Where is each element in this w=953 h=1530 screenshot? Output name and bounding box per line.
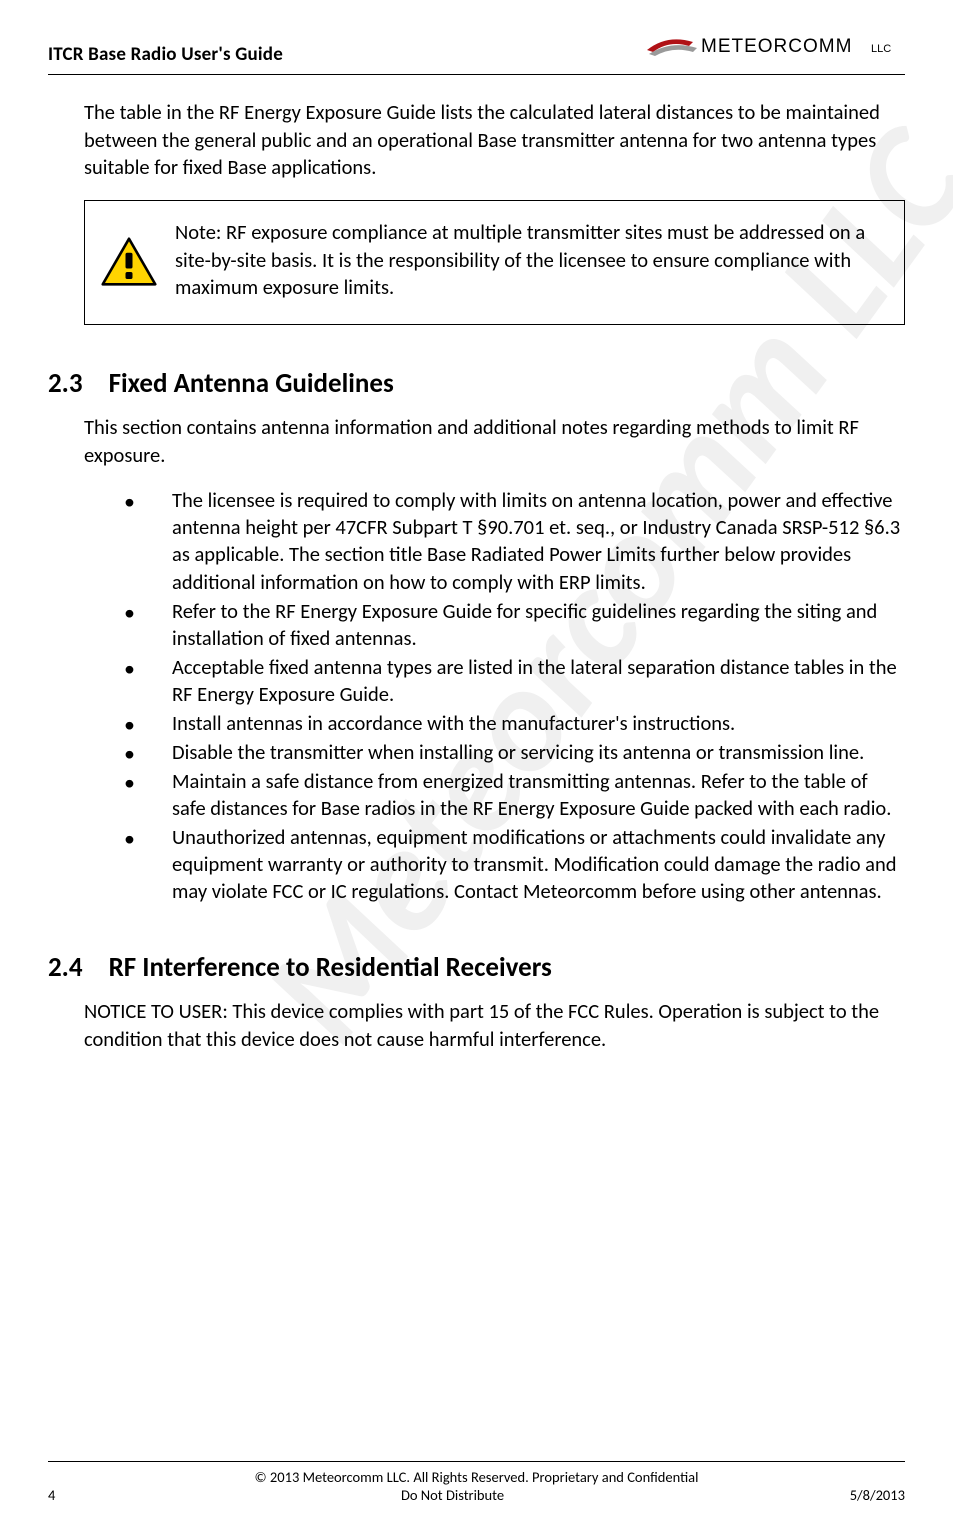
footer-page-number: 4 — [48, 1486, 55, 1504]
section-2-4-intro: NOTICE TO USER: This device complies wit… — [84, 998, 905, 1053]
note-box: Note: RF exposure compliance at multiple… — [84, 200, 905, 325]
section-title: RF Interference to Residential Receivers — [109, 951, 552, 984]
warning-icon — [101, 237, 157, 286]
section-2-3-bullets: The licensee is required to comply with … — [84, 487, 905, 905]
meteorcomm-logo: METEORCOMM LLC — [645, 28, 905, 66]
bullet-item: Unauthorized antennas, equipment modific… — [172, 824, 905, 905]
footer-date: 5/8/2013 — [850, 1486, 905, 1504]
bullet-item: Disable the transmitter when installing … — [172, 739, 905, 766]
note-text: Note: RF exposure compliance at multiple… — [175, 219, 888, 302]
bullet-item: The licensee is required to comply with … — [172, 487, 905, 595]
bullet-item: Maintain a safe distance from energized … — [172, 768, 905, 822]
footer-center: Do Not Distribute — [401, 1486, 504, 1504]
svg-text:LLC: LLC — [871, 43, 891, 55]
section-number: 2.4 — [48, 951, 83, 984]
section-2-3-heading: 2.3 Fixed Antenna Guidelines — [48, 367, 905, 400]
page-header: ITCR Base Radio User's Guide METEORCOMM … — [48, 28, 905, 75]
bullet-item: Install antennas in accordance with the … — [172, 710, 905, 737]
svg-text:METEORCOMM: METEORCOMM — [701, 36, 852, 57]
bullet-item: Refer to the RF Energy Exposure Guide fo… — [172, 598, 905, 652]
section-2-4-heading: 2.4 RF Interference to Residential Recei… — [48, 951, 905, 984]
header-title: ITCR Base Radio User's Guide — [48, 43, 283, 66]
footer-copyright: © 2013 Meteorcomm LLC. All Rights Reserv… — [48, 1468, 905, 1486]
page-footer: © 2013 Meteorcomm LLC. All Rights Reserv… — [48, 1461, 905, 1504]
section-number: 2.3 — [48, 367, 83, 400]
section-title: Fixed Antenna Guidelines — [109, 367, 394, 400]
intro-paragraph: The table in the RF Energy Exposure Guid… — [84, 99, 905, 182]
bullet-item: Acceptable fixed antenna types are liste… — [172, 654, 905, 708]
section-2-3-intro: This section contains antenna informatio… — [84, 414, 905, 469]
